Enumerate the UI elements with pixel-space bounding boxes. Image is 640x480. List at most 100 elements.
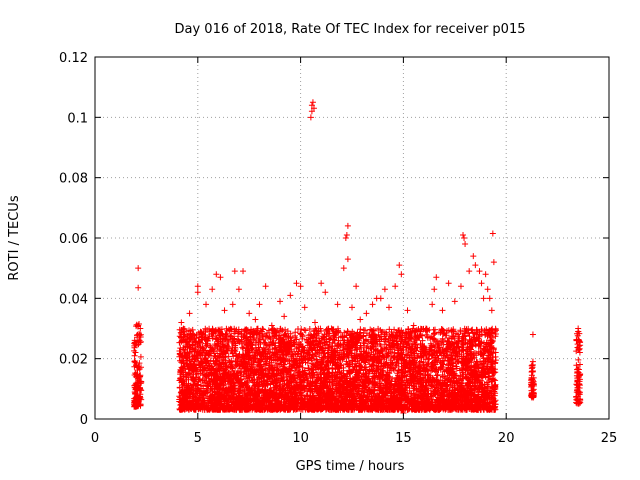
data-point	[307, 114, 314, 121]
data-point	[322, 289, 329, 296]
data-point	[135, 284, 142, 291]
x-tick-label: 10	[292, 431, 309, 446]
data-point	[334, 301, 341, 308]
data-point	[308, 108, 315, 115]
data-point	[470, 253, 477, 260]
data-point	[353, 283, 360, 290]
x-tick-label: 25	[601, 431, 618, 446]
y-tick-label: 0	[80, 413, 88, 428]
x-axis-ticks: 0 5 10 15 20 25	[91, 57, 617, 446]
data-point	[203, 301, 210, 308]
data-point	[363, 310, 370, 317]
data-point	[240, 268, 247, 275]
data-point	[135, 322, 142, 329]
data-point	[287, 292, 294, 299]
data-point	[392, 283, 399, 290]
data-point	[386, 304, 393, 311]
data-point	[404, 307, 411, 314]
data-point	[482, 271, 489, 278]
data-point	[209, 286, 216, 293]
data-point	[462, 241, 469, 248]
data-point	[451, 298, 458, 305]
data-point	[490, 259, 497, 266]
data-point	[342, 235, 349, 241]
y-tick-label: 0.02	[59, 353, 88, 368]
data-point	[488, 307, 495, 314]
x-tick-label: 20	[498, 431, 515, 446]
data-point	[311, 319, 318, 326]
y-tick-label: 0.1	[67, 111, 88, 126]
data-point	[318, 280, 325, 287]
data-point	[398, 271, 405, 278]
data-point	[445, 280, 452, 287]
x-tick-label: 5	[194, 431, 202, 446]
y-axis-label: ROTI / TECUs	[7, 195, 22, 280]
y-axis-ticks: 0 0.02 0.04 0.06 0.08 0.1 0.12	[59, 51, 609, 428]
data-point	[357, 316, 364, 323]
data-point	[213, 271, 220, 278]
chart-title: Day 016 of 2018, Rate Of TEC Index for r…	[175, 22, 526, 37]
data-point	[396, 262, 403, 269]
data-point	[277, 298, 284, 305]
data-point	[476, 268, 483, 275]
data-point	[472, 262, 479, 269]
x-tick-label: 0	[91, 431, 99, 446]
data-point	[344, 256, 351, 263]
data-point	[340, 265, 347, 272]
data-point	[309, 99, 316, 106]
data-point	[344, 222, 351, 229]
y-tick-label: 0.04	[59, 292, 88, 307]
data-point	[229, 301, 236, 308]
data-point	[343, 231, 350, 238]
data-point	[310, 105, 317, 112]
data-point	[235, 286, 242, 293]
data-point	[246, 310, 253, 317]
data-point	[281, 313, 288, 320]
data-point	[575, 328, 582, 335]
data-point	[433, 274, 440, 281]
data-point	[478, 280, 485, 287]
data-point	[416, 328, 423, 335]
data-point	[381, 286, 388, 293]
dense-point-cloud	[131, 321, 584, 413]
data-point	[489, 230, 496, 237]
data-point	[484, 286, 491, 293]
x-axis-label: GPS time / hours	[296, 459, 405, 474]
data-point	[529, 331, 536, 338]
data-point	[308, 102, 315, 109]
data-point	[377, 295, 384, 302]
data-point	[439, 307, 446, 314]
data-point	[460, 231, 467, 238]
data-point	[293, 280, 300, 287]
data-points	[131, 99, 584, 416]
data-point	[431, 286, 438, 293]
data-point	[461, 235, 468, 241]
data-point	[221, 307, 228, 314]
data-point	[194, 283, 201, 290]
data-point	[262, 283, 269, 290]
grid	[95, 57, 609, 419]
data-point	[217, 274, 224, 281]
data-point	[252, 316, 259, 323]
data-point	[178, 319, 185, 326]
data-point	[410, 322, 417, 329]
data-point	[301, 304, 308, 311]
data-point	[457, 283, 464, 290]
data-point	[186, 310, 193, 317]
data-point	[429, 301, 436, 308]
y-tick-label: 0.12	[59, 51, 88, 66]
x-tick-label: 15	[395, 431, 412, 446]
data-point	[486, 295, 493, 302]
data-point	[231, 268, 238, 275]
y-tick-label: 0.06	[59, 232, 88, 247]
data-point	[423, 325, 430, 332]
data-point	[466, 268, 473, 275]
data-point	[268, 322, 275, 329]
data-point	[297, 283, 304, 290]
data-point	[135, 265, 142, 272]
data-point	[369, 301, 376, 308]
data-point	[194, 289, 201, 296]
y-tick-label: 0.08	[59, 172, 88, 187]
data-point	[256, 301, 263, 308]
